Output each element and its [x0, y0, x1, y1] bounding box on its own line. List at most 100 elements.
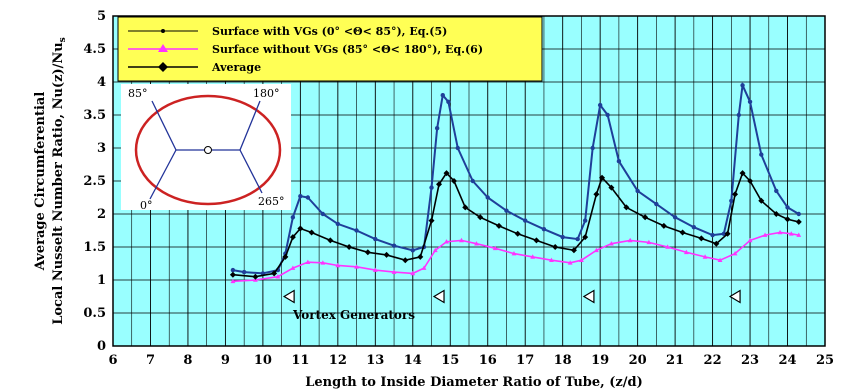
x-tick-label: 19	[591, 353, 609, 368]
x-tick-label: 15	[441, 353, 459, 368]
legend-marker-average	[158, 62, 168, 72]
data-point	[514, 230, 521, 237]
data-point	[552, 244, 559, 250]
y-tick-label: 2.5	[83, 174, 106, 189]
inset-diagram: 85° 180° 0° 265°	[121, 84, 291, 212]
data-point	[762, 232, 768, 237]
x-tick-labels: 6 7 8 9 10 11 12 13 14 15 16 17 18 19 20 21 22 23 24 25	[108, 353, 834, 368]
inset-label-0: 0°	[140, 199, 153, 212]
data-point	[533, 237, 540, 244]
legend-marker-novg	[158, 44, 168, 52]
x-tick-label: 12	[329, 353, 347, 368]
data-point	[446, 99, 451, 105]
data-point	[492, 245, 498, 251]
data-point	[579, 257, 584, 262]
data-point	[796, 211, 801, 217]
x-tick-label: 11	[291, 353, 309, 368]
data-point	[736, 112, 742, 118]
data-point	[729, 198, 734, 203]
data-point	[410, 270, 416, 276]
inset-center-circle	[204, 146, 212, 154]
data-point	[747, 178, 754, 184]
x-tick-label: 9	[221, 353, 230, 368]
data-point	[372, 267, 378, 272]
data-point	[451, 178, 458, 184]
data-point	[346, 244, 353, 250]
data-point	[383, 251, 390, 258]
data-point	[434, 126, 440, 131]
data-point	[721, 231, 727, 236]
data-point	[364, 249, 371, 256]
inset-vg-lines	[149, 100, 263, 200]
data-point	[429, 185, 434, 190]
y-tick-label: 5	[97, 9, 106, 24]
data-point	[485, 195, 490, 200]
data-point	[549, 257, 554, 262]
data-point	[605, 112, 610, 118]
y-tick-label: 1.5	[83, 240, 106, 255]
inset-tube-ellipse	[134, 94, 282, 206]
data-point	[654, 201, 659, 207]
x-tick-label: 17	[516, 353, 534, 368]
data-point	[560, 234, 565, 240]
series-line	[232, 231, 799, 283]
data-point	[421, 265, 427, 270]
data-point	[713, 240, 720, 247]
data-point	[642, 214, 649, 221]
data-point	[298, 193, 303, 199]
data-point	[616, 159, 622, 164]
data-point	[740, 83, 745, 88]
data-point	[609, 241, 614, 246]
data-point	[432, 247, 438, 253]
x-tick-label: 20	[629, 353, 647, 368]
data-point	[717, 257, 723, 262]
plot-frame	[112, 15, 826, 347]
data-point	[410, 248, 415, 253]
vortex-generator-marker	[432, 289, 445, 304]
data-point	[582, 234, 589, 241]
data-point	[455, 145, 460, 151]
data-point	[597, 102, 603, 108]
series-group	[229, 81, 802, 284]
data-point	[305, 259, 311, 264]
inset-line-0	[149, 149, 177, 200]
data-point	[759, 152, 764, 157]
legend-entry-novg: Surface without VGs (85° <Θ< 180°), Eq.(…	[128, 43, 483, 56]
data-point	[230, 267, 236, 273]
data-point	[391, 243, 397, 248]
data-point	[710, 232, 715, 238]
data-point	[541, 226, 547, 232]
vortex-generator-marker	[582, 289, 595, 304]
data-point	[444, 239, 449, 244]
x-tick-label: 10	[254, 353, 272, 368]
y-axis-title-subscript: s	[58, 37, 68, 42]
data-point	[635, 188, 640, 194]
vortex-generators-label: Vortex Generators	[292, 308, 415, 322]
data-point	[774, 188, 779, 194]
y-tick-label: 2	[97, 207, 106, 222]
series-2	[230, 229, 802, 284]
data-point	[777, 229, 783, 235]
data-point	[436, 181, 443, 188]
data-point	[590, 145, 595, 151]
inset-line-85	[151, 100, 177, 151]
x-tick-label: 25	[816, 353, 834, 368]
x-tick-label: 22	[704, 353, 722, 368]
data-point	[417, 253, 424, 260]
x-axis-title: Length to Inside Diameter Ratio of Tube,…	[305, 375, 642, 390]
vortex-generator-marker	[728, 289, 741, 304]
inset-label-180: 180°	[253, 87, 280, 100]
data-point	[477, 214, 484, 221]
data-point	[608, 184, 615, 191]
y-tick-label: 0	[97, 339, 106, 354]
x-tick-label: 18	[554, 353, 572, 368]
legend-entry-vg: Surface with VGs (0° <Θ< 85°), Eq.(5)	[128, 25, 447, 38]
data-point	[391, 269, 397, 274]
inset-line-180	[239, 100, 261, 151]
y-tick-label: 4	[97, 75, 106, 90]
x-tick-label: 8	[183, 353, 192, 368]
data-point	[732, 191, 739, 198]
data-point	[724, 230, 731, 237]
data-point	[594, 247, 599, 253]
data-point	[241, 269, 247, 275]
